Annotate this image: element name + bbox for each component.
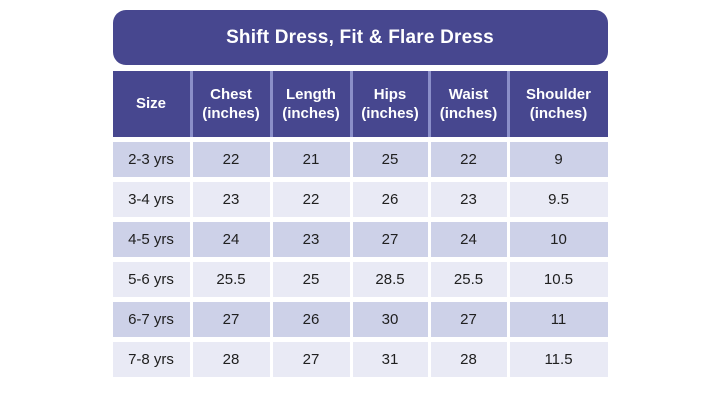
hips-cell: 25 bbox=[349, 142, 428, 177]
shoulder-cell: 11.5 bbox=[506, 342, 608, 377]
length-cell: 22 bbox=[269, 182, 350, 217]
shoulder-cell: 10.5 bbox=[506, 262, 608, 297]
waist-cell: 23 bbox=[427, 182, 507, 217]
table-row: 6-7 yrs 27 26 30 27 11 bbox=[112, 302, 608, 337]
length-cell: 25 bbox=[269, 262, 350, 297]
column-header-waist: Waist (inches) bbox=[427, 71, 507, 137]
waist-cell: 22 bbox=[427, 142, 507, 177]
size-cell: 6-7 yrs bbox=[128, 311, 174, 328]
waist-cell: 24 bbox=[427, 222, 507, 257]
chest-cell: 23 bbox=[189, 182, 270, 217]
table-row: 3-4 yrs 23 22 26 23 9.5 bbox=[112, 182, 608, 217]
shoulder-cell: 11 bbox=[506, 302, 608, 337]
shoulder-cell: 9 bbox=[506, 142, 608, 177]
shoulder-cell: 10 bbox=[506, 222, 608, 257]
column-header-chest: Chest (inches) bbox=[189, 71, 270, 137]
column-header-length: Length (inches) bbox=[269, 71, 350, 137]
hips-cell: 30 bbox=[349, 302, 428, 337]
page-title: Shift Dress, Fit & Flare Dress bbox=[226, 26, 494, 48]
chest-cell: 22 bbox=[189, 142, 270, 177]
size-cell: 2-3 yrs bbox=[128, 151, 174, 168]
table-row: 2-3 yrs 22 21 25 22 9 bbox=[112, 142, 608, 177]
length-cell: 26 bbox=[269, 302, 350, 337]
length-cell: 27 bbox=[269, 342, 350, 377]
size-cell: 5-6 yrs bbox=[128, 271, 174, 288]
shoulder-cell: 9.5 bbox=[506, 182, 608, 217]
table-row: 4-5 yrs 24 23 27 24 10 bbox=[112, 222, 608, 257]
column-header-shoulder: Shoulder (inches) bbox=[506, 71, 608, 137]
table-header-row: Size Chest (inches) Length (inches) Hips… bbox=[112, 71, 608, 137]
chest-cell: 24 bbox=[189, 222, 270, 257]
size-cell: 7-8 yrs bbox=[128, 351, 174, 368]
chest-cell: 27 bbox=[189, 302, 270, 337]
length-cell: 21 bbox=[269, 142, 350, 177]
table-row: 7-8 yrs 28 27 31 28 11.5 bbox=[112, 342, 608, 377]
size-cell: 3-4 yrs bbox=[128, 191, 174, 208]
waist-cell: 25.5 bbox=[427, 262, 507, 297]
length-cell: 23 bbox=[269, 222, 350, 257]
hips-cell: 28.5 bbox=[349, 262, 428, 297]
size-chart-table: Size Chest (inches) Length (inches) Hips… bbox=[112, 71, 608, 377]
size-chart: Shift Dress, Fit & Flare Dress Size Ches… bbox=[112, 0, 608, 377]
column-header-hips: Hips (inches) bbox=[349, 71, 428, 137]
chest-cell: 25.5 bbox=[189, 262, 270, 297]
size-cell: 4-5 yrs bbox=[128, 231, 174, 248]
table-row: 5-6 yrs 25.5 25 28.5 25.5 10.5 bbox=[112, 262, 608, 297]
hips-cell: 26 bbox=[349, 182, 428, 217]
title-banner: Shift Dress, Fit & Flare Dress bbox=[112, 10, 608, 65]
column-header-size: Size bbox=[112, 71, 190, 137]
hips-cell: 31 bbox=[349, 342, 428, 377]
chest-cell: 28 bbox=[189, 342, 270, 377]
hips-cell: 27 bbox=[349, 222, 428, 257]
waist-cell: 27 bbox=[427, 302, 507, 337]
waist-cell: 28 bbox=[427, 342, 507, 377]
